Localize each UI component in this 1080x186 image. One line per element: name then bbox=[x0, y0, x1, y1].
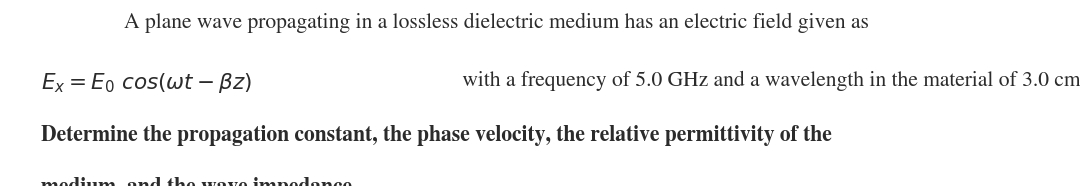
Text: .: . bbox=[381, 177, 387, 186]
Text: A plane wave propagating in a lossless dielectric medium has an electric field g: A plane wave propagating in a lossless d… bbox=[124, 13, 869, 33]
Text: medium, and the wave impedance: medium, and the wave impedance bbox=[41, 177, 352, 186]
Text: with a frequency of 5.0 GHz and a wavelength in the material of 3.0 cm.: with a frequency of 5.0 GHz and a wavele… bbox=[457, 71, 1080, 91]
Text: $\mathit{E}_x = \mathit{E}_0\ \mathit{cos}(\omega t - \beta z)$: $\mathit{E}_x = \mathit{E}_0\ \mathit{co… bbox=[41, 71, 253, 95]
Text: Determine the propagation constant, the phase velocity, the relative permittivit: Determine the propagation constant, the … bbox=[41, 125, 832, 146]
